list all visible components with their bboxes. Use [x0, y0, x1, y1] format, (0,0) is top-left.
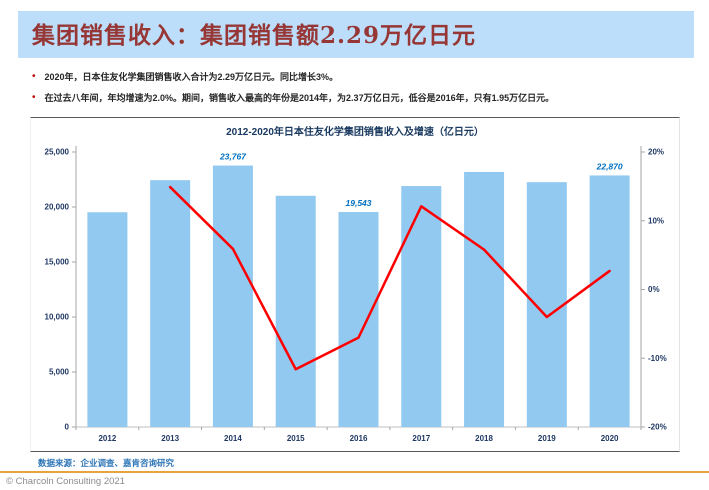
bullet-text: 2020年，日本住友化学集团销售收入合计为2.29万亿日元。同比增长3%。 [44, 72, 339, 82]
bar-label-2014: 23,767 [219, 152, 247, 162]
right-axis-tick-label: 20% [648, 148, 664, 157]
x-tick-label: 2020 [601, 434, 619, 443]
source-note: 数据来源：企业调查、嘉肯咨询研究 [38, 458, 175, 468]
bar-2014 [212, 165, 253, 428]
bar-2016 [338, 212, 379, 427]
x-tick-label: 2016 [350, 434, 368, 443]
bar-2020 [589, 175, 630, 427]
bullet-marker: • [32, 92, 36, 103]
right-axis-tick-label: -20% [648, 423, 667, 432]
bar-2013 [150, 180, 191, 427]
bullet-marker: • [32, 71, 36, 82]
bullet-list: • 2020年，日本住友化学集团销售收入合计为2.29万亿日元。同比增长3%。 … [30, 71, 690, 113]
x-tick-label: 2015 [287, 434, 305, 443]
bullet-text: 在过去八年间，年均增速为2.0%。期间，销售收入最高的年份是2014年，为2.3… [44, 93, 555, 103]
x-tick-label: 2019 [538, 434, 556, 443]
bullet-item: • 2020年，日本住友化学集团销售收入合计为2.29万亿日元。同比增长3%。 [30, 71, 690, 83]
growth-line [168, 185, 611, 371]
bullet-item: • 在过去八年间，年均增速为2.0%。期间，销售收入最高的年份是2014年，为2… [30, 92, 690, 104]
chart-container: 0 5,000 10,000 15,000 20,000 25,000 -20% -10% 0%… [30, 117, 680, 452]
bar-label-2016: 19,543 [346, 198, 372, 208]
header-band: 集团销售收入：集团销售额2.29万亿日元 [18, 11, 694, 58]
x-tick-label: 2018 [475, 434, 493, 443]
x-tick-label: 2017 [412, 434, 430, 443]
x-tick-label: 2013 [161, 434, 179, 443]
left-axis-tick-label: 20,000 [45, 203, 70, 212]
right-axis-tick-label: 0% [648, 285, 660, 294]
bar-2017 [401, 186, 442, 427]
bar-2018 [464, 171, 505, 427]
x-tick-label: 2012 [98, 434, 116, 443]
bar-label-2020: 22,870 [596, 161, 623, 171]
chart-svg: 0 5,000 10,000 15,000 20,000 25,000 -20% -10% 0%… [45, 146, 667, 443]
left-axis-tick-label: 0 [65, 423, 70, 432]
bar-2012 [87, 212, 128, 427]
footer-divider [0, 471, 709, 473]
left-axis-tick-label: 10,000 [45, 313, 70, 322]
right-axis-tick-label: 10% [648, 216, 664, 225]
left-axis-tick-label: 15,000 [45, 258, 70, 267]
left-axis-tick-label: 5,000 [49, 368, 70, 377]
bar-2019 [526, 182, 567, 427]
page-title: 集团销售收入：集团销售额2.29万亿日元 [32, 22, 477, 49]
chart-title: 2012-2020年日本住友化学集团销售收入及增速（亿日元） [226, 127, 484, 138]
left-axis-tick-label: 25,000 [45, 148, 70, 157]
right-axis-tick-label: -10% [648, 354, 667, 363]
x-tick-label: 2014 [224, 434, 242, 443]
copyright-text: © Charcoln Consulting 2021 [6, 476, 125, 487]
bar-2015 [275, 195, 316, 427]
